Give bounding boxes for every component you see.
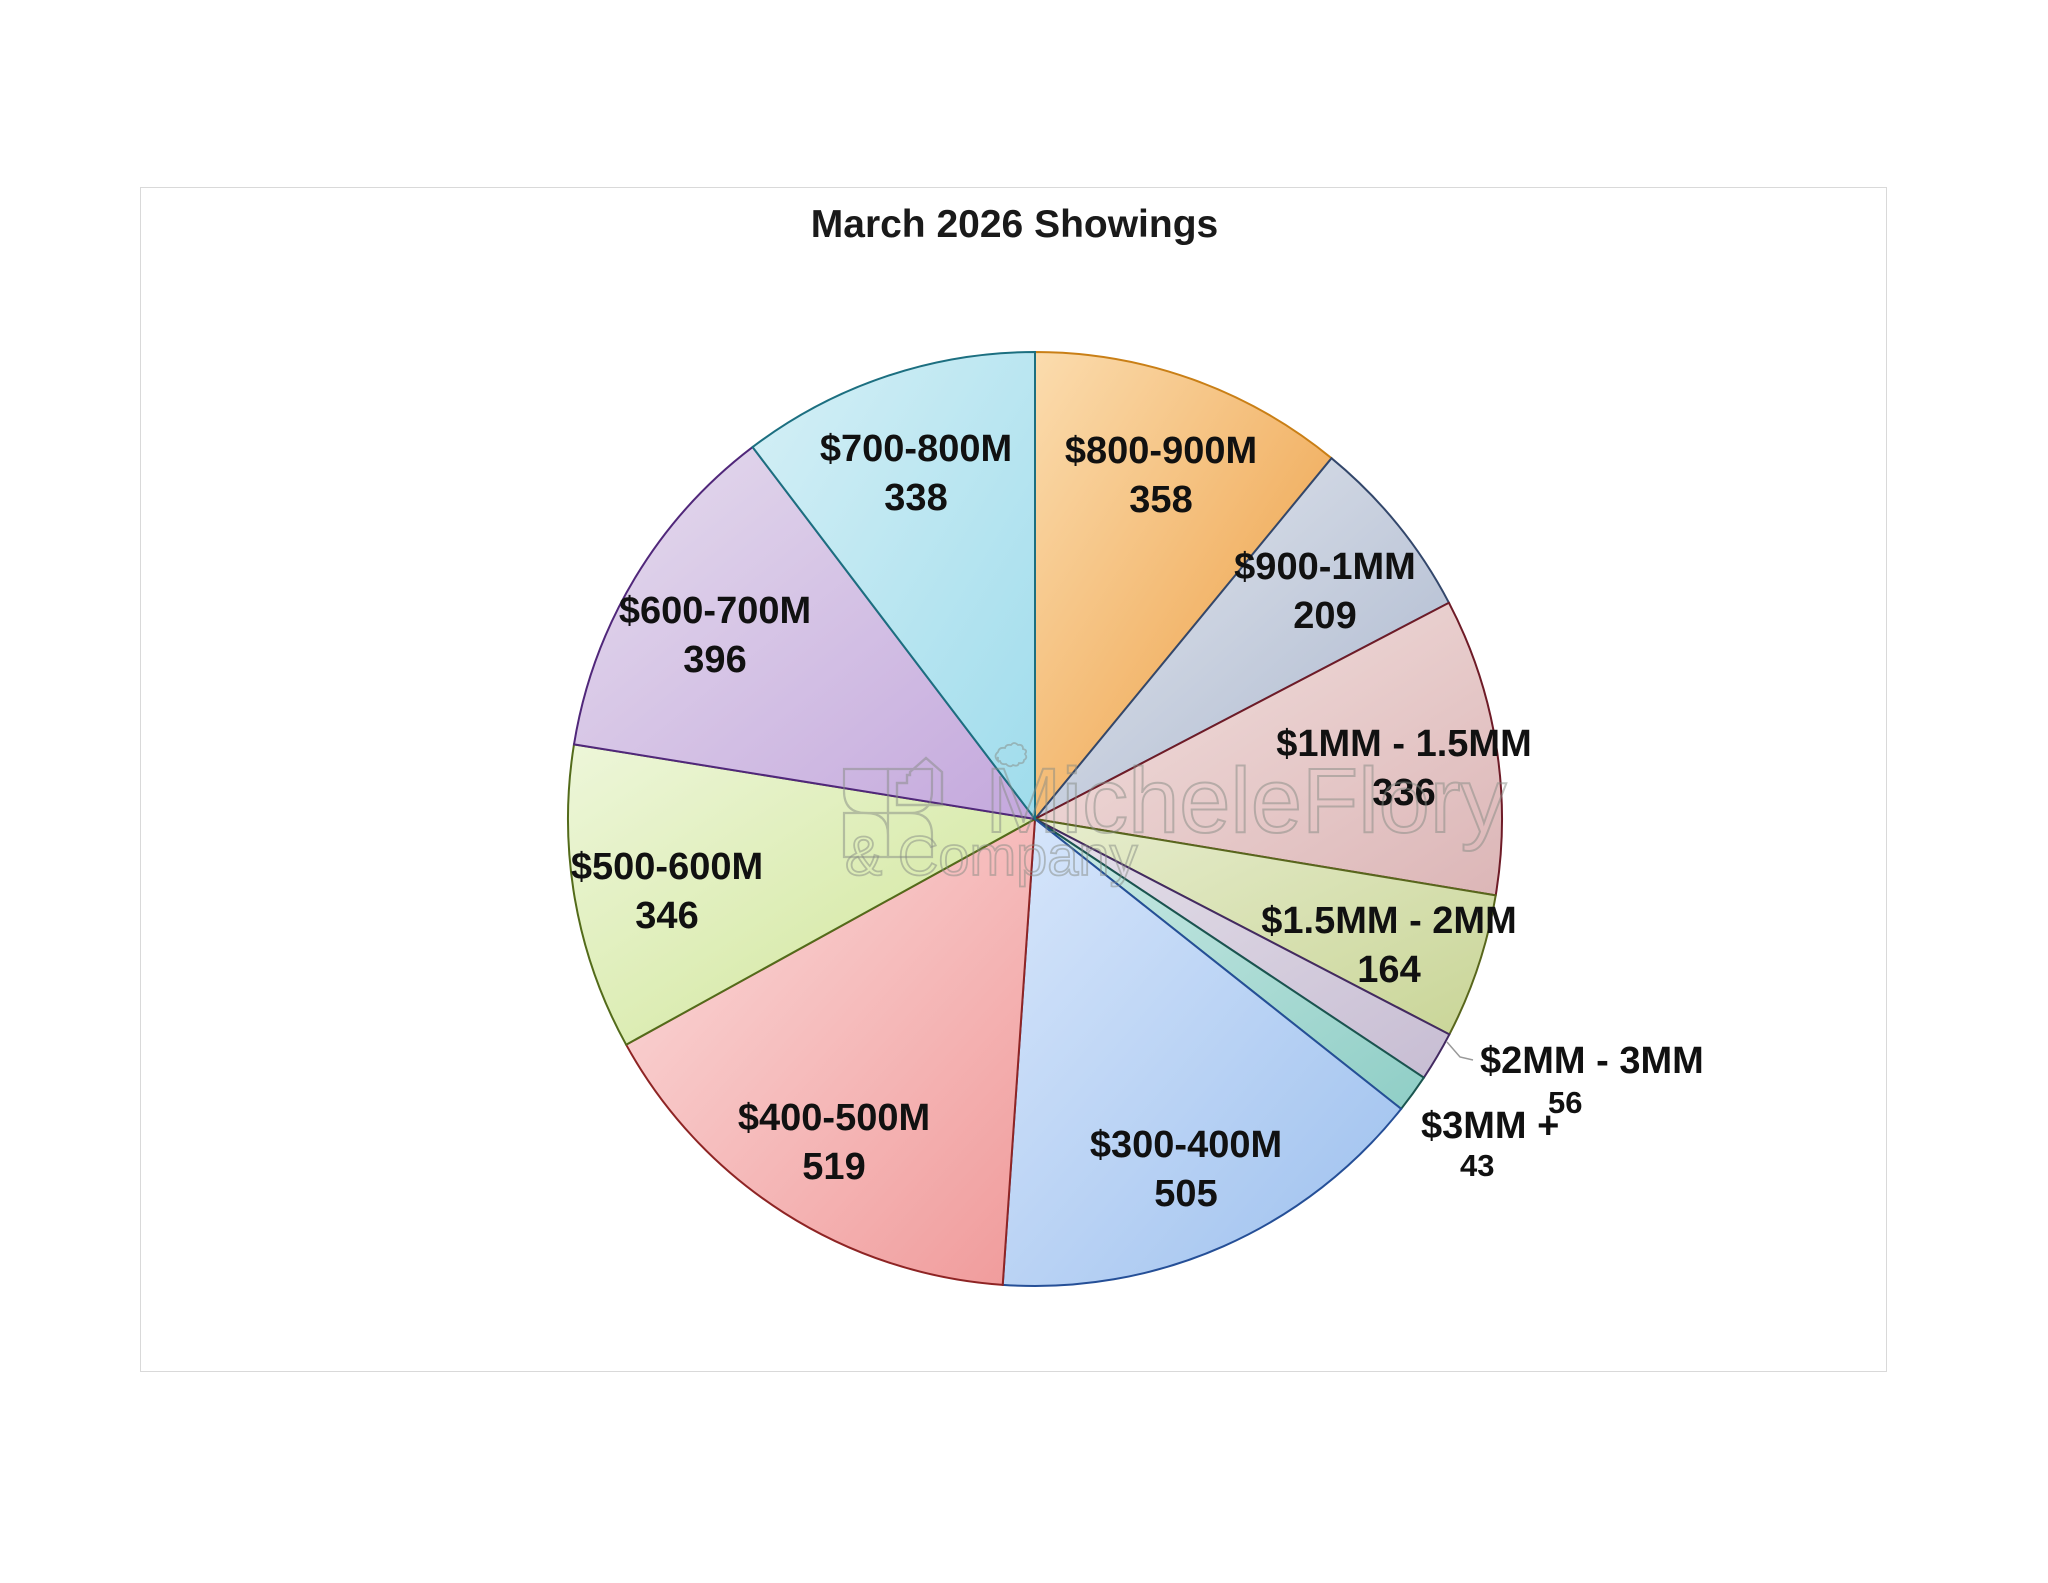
- svg-text:& Company: & Company: [845, 824, 1138, 887]
